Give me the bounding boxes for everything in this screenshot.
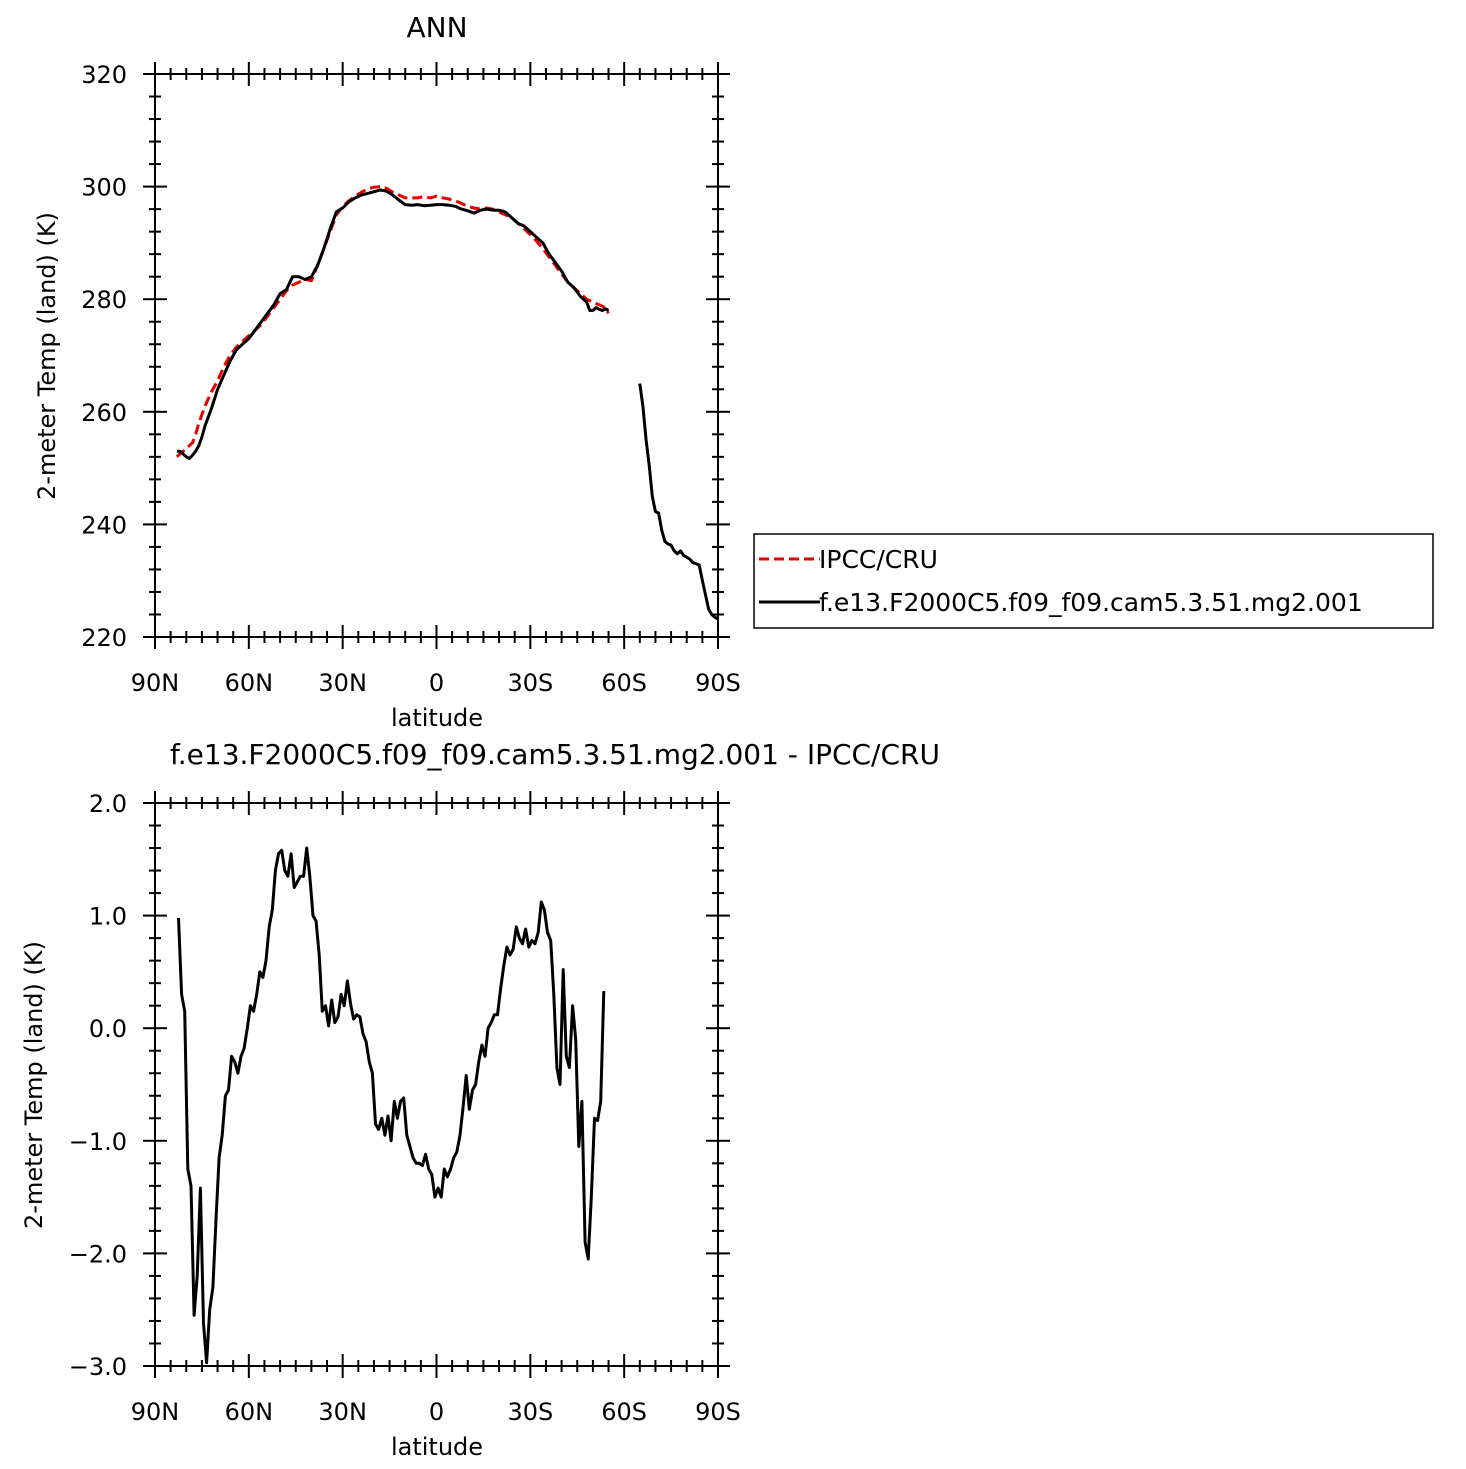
- y-tick-label: −3.0: [69, 1353, 127, 1381]
- x-tick-label: 90S: [695, 669, 741, 697]
- plot-frame: [154, 73, 719, 638]
- y-tick-label: −2.0: [69, 1240, 127, 1268]
- legend-label-model: f.e13.F2000C5.f09_f09.cam5.3.51.mg2.001: [819, 588, 1363, 617]
- bottom-chart: f.e13.F2000C5.f09_f09.cam5.3.51.mg2.001 …: [20, 738, 940, 1461]
- x-tick-label: 0: [429, 1398, 444, 1426]
- x-tick-label: 90N: [131, 669, 180, 697]
- plot-frame: [154, 802, 719, 1367]
- x-tick-label: 30S: [507, 1398, 553, 1426]
- x-tick-label: 60N: [225, 1398, 274, 1426]
- legend: IPCC/CRU f.e13.F2000C5.f09_f09.cam5.3.51…: [753, 533, 1434, 629]
- legend-box: [753, 533, 1434, 629]
- x-axis-label: latitude: [391, 704, 483, 732]
- y-tick-label: 300: [81, 174, 127, 202]
- x-tick-label: 30S: [507, 669, 553, 697]
- y-tick-label: 2.0: [89, 790, 127, 818]
- x-tick-label: 30N: [318, 1398, 367, 1426]
- series-line-1: [177, 846, 606, 1365]
- series-lines: [175, 185, 719, 621]
- series-line-2: [176, 188, 719, 621]
- chart-title: f.e13.F2000C5.f09_f09.cam5.3.51.mg2.001 …: [170, 738, 940, 771]
- chart-title: ANN: [406, 11, 467, 44]
- series-line-1: [175, 185, 610, 458]
- series-lines: [177, 846, 606, 1365]
- y-tick-label: 320: [81, 61, 127, 89]
- y-tick-label: −1.0: [69, 1128, 127, 1156]
- x-tick-label: 60S: [601, 669, 647, 697]
- x-tick-label: 30N: [318, 669, 367, 697]
- x-tick-label: 60S: [601, 1398, 647, 1426]
- x-tick-label: 90N: [131, 1398, 180, 1426]
- y-tick-label: 1.0: [89, 903, 127, 931]
- axis-ticks: 90N 60N 30N 0 30S 60S 90S −3.0 −2.0 −1.0 0.0 1.0 2.0: [69, 790, 741, 1426]
- y-tick-label: 240: [81, 511, 127, 539]
- x-tick-label: 90S: [695, 1398, 741, 1426]
- y-axis-label: 2-meter Temp (land) (K): [33, 212, 61, 500]
- y-tick-label: 0.0: [89, 1015, 127, 1043]
- top-chart: ANN 90N 60N 30N 0 30S 60S 90S 220 240 260 280 300 32…: [33, 11, 741, 732]
- x-tick-label: 60N: [225, 669, 274, 697]
- x-axis-label: latitude: [391, 1433, 483, 1461]
- y-axis-label: 2-meter Temp (land) (K): [20, 941, 48, 1229]
- y-tick-label: 280: [81, 286, 127, 314]
- legend-label-ipcc-cru: IPCC/CRU: [819, 545, 938, 574]
- y-tick-label: 220: [81, 624, 127, 652]
- axis-ticks: 90N 60N 30N 0 30S 60S 90S 220 240 260 280 300 320: [81, 61, 741, 697]
- x-tick-label: 0: [429, 669, 444, 697]
- y-tick-label: 260: [81, 399, 127, 427]
